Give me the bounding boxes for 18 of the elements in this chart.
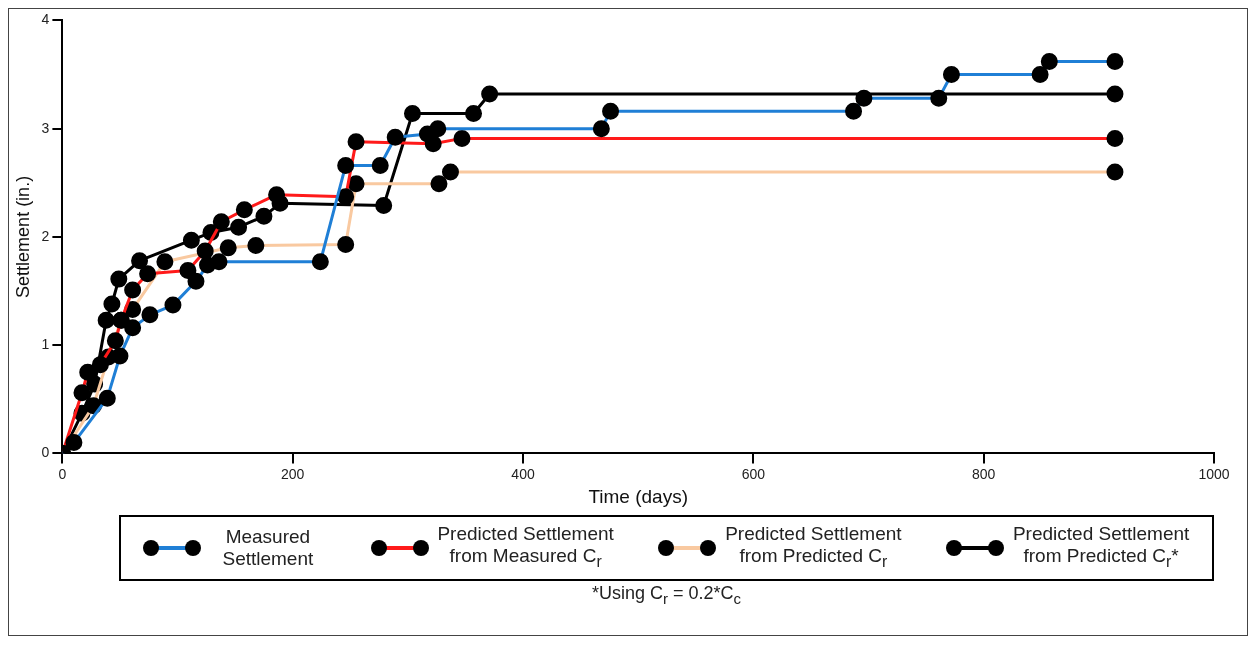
text: *Using C$_{r}$ = 0.2*C$_{c}$ — [590, 582, 743, 607]
legend-label: Predicted Settlement from Predicted C$_{r}$* — [1011, 523, 1191, 572]
y-tick-label: 2 — [41, 227, 50, 244]
y-axis-title: Settlement (in.) — [12, 175, 33, 298]
legend-label: Predicted Settlement from Predicted C$_{r}$ — [724, 523, 903, 572]
x-axis-title: Time (days) — [588, 485, 688, 507]
y-tick-label: 3 — [41, 119, 50, 136]
x-tick-label: 800 — [972, 465, 996, 482]
y-tick-label: 0 — [41, 444, 50, 461]
x-tick-label: 200 — [281, 465, 305, 482]
x-tick-label: 600 — [741, 465, 766, 482]
legend-label: Measured Settlement — [221, 525, 315, 570]
x-tick-label: 1000 — [1198, 465, 1230, 482]
x-tick-label: 0 — [58, 465, 67, 482]
y-tick-label: 1 — [41, 336, 50, 353]
x-tick-label: 400 — [511, 465, 535, 482]
y-tick-label: 4 — [41, 11, 50, 28]
legend-label: Predicted Settlement from Measured C$_{r}$ — [436, 523, 615, 572]
